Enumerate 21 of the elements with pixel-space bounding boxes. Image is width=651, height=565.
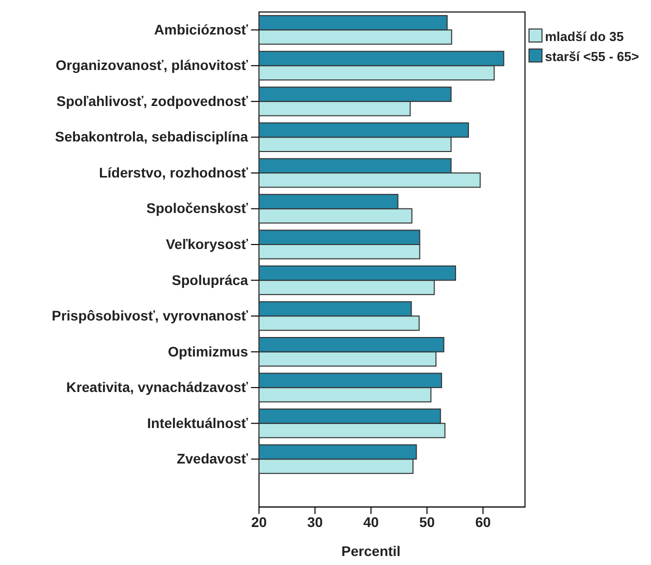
y-tick-label: Organizovanosť, plánovitosť (56, 57, 248, 74)
y-tick-label: Kreativita, vynachádzavosť (66, 379, 248, 396)
y-tick-label: Spoločenskosť (146, 200, 248, 216)
x-axis-title: Percentil (341, 543, 401, 559)
y-tick-label: Sebakontrola, sebadisciplína (55, 128, 248, 145)
y-tick-label: Intelektuálnosť (147, 414, 248, 431)
y-tick-label: Optimizmus (168, 343, 248, 360)
x-tick-label: 60 (475, 514, 491, 530)
legend-label: starší <55 - 65> (545, 49, 640, 64)
y-tick-label: Spolupráca (172, 272, 248, 288)
y-tick-label: Prispôsobivosť, vyrovnanosť (52, 308, 248, 324)
x-tick-label: 20 (251, 514, 267, 530)
y-tick-label: Líderstvo, rozhodnosť (98, 164, 248, 180)
legend-label: mladší do 35 (545, 29, 624, 44)
y-tick-label: Zvedavosť (176, 450, 248, 467)
x-tick-label: 40 (363, 514, 379, 530)
x-tick-label: 50 (419, 514, 435, 530)
y-tick-label: Spoľahlivosť, zodpovednosť (56, 92, 248, 109)
y-tick-label: Veľkorysosť (166, 236, 248, 252)
x-tick-label: 30 (307, 514, 323, 530)
y-tick-label: Ambicióznosť (154, 21, 248, 38)
